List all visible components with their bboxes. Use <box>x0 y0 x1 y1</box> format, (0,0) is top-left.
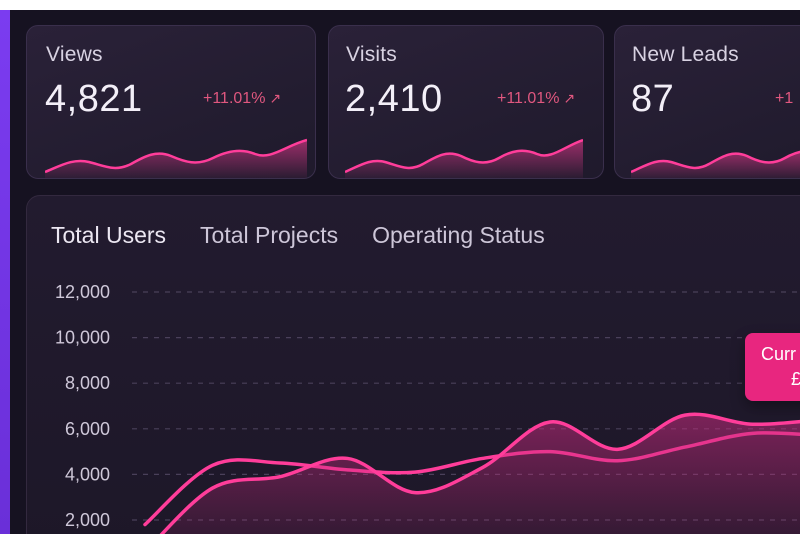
tab-operating-status[interactable]: Operating Status <box>372 222 545 248</box>
chart-tooltip: Curr £ <box>745 333 800 401</box>
y-tick-label: 10,000 <box>55 328 110 348</box>
tab-total-users[interactable]: Total Users <box>51 222 167 248</box>
arrow-up-right-icon: ↗ <box>269 90 282 106</box>
tab-total-projects[interactable]: Total Projects <box>200 222 339 248</box>
y-tick-label: 4,000 <box>65 464 110 484</box>
y-tick-label: 6,000 <box>65 419 110 439</box>
stat-card-new-leads[interactable]: New Leads 87 +1 <box>614 25 800 179</box>
stat-change: +11.01% ↗ <box>203 90 281 108</box>
tooltip-value: £ <box>791 369 800 389</box>
stat-label: Views <box>46 43 103 66</box>
stat-card-visits[interactable]: Visits 2,410 +11.01% ↗ <box>328 25 604 179</box>
stat-change: +11.01% ↗ <box>497 90 575 108</box>
stat-change-text: +11.01% <box>203 90 266 107</box>
chart-tabs: Total Users Total Projects Operating Sta… <box>51 222 545 249</box>
stat-label: New Leads <box>632 43 739 66</box>
y-tick-label: 8,000 <box>65 373 110 393</box>
stat-value: 2,410 <box>345 78 443 120</box>
stat-change: +1 <box>775 90 793 108</box>
y-tick-label: 12,000 <box>55 282 110 302</box>
stat-value: 87 <box>631 78 675 120</box>
stat-label: Visits <box>346 43 397 66</box>
stat-change-text: +1 <box>775 90 794 107</box>
tooltip-label: Curr <box>761 344 796 364</box>
sparkline-chart <box>345 138 583 178</box>
series-area-fill <box>161 414 800 534</box>
stat-change-text: +11.01% <box>497 90 560 107</box>
arrow-up-right-icon: ↗ <box>563 90 576 106</box>
series-line-2 <box>159 412 800 534</box>
stat-card-views[interactable]: Views 4,821 +11.01% ↗ <box>26 25 316 179</box>
y-tick-label: 2,000 <box>65 510 110 530</box>
sparkline-chart <box>45 138 307 178</box>
sparkline-chart <box>631 150 800 178</box>
stat-value: 4,821 <box>45 78 143 120</box>
window-top-edge <box>0 0 800 10</box>
sidebar-accent-bar <box>0 10 10 534</box>
